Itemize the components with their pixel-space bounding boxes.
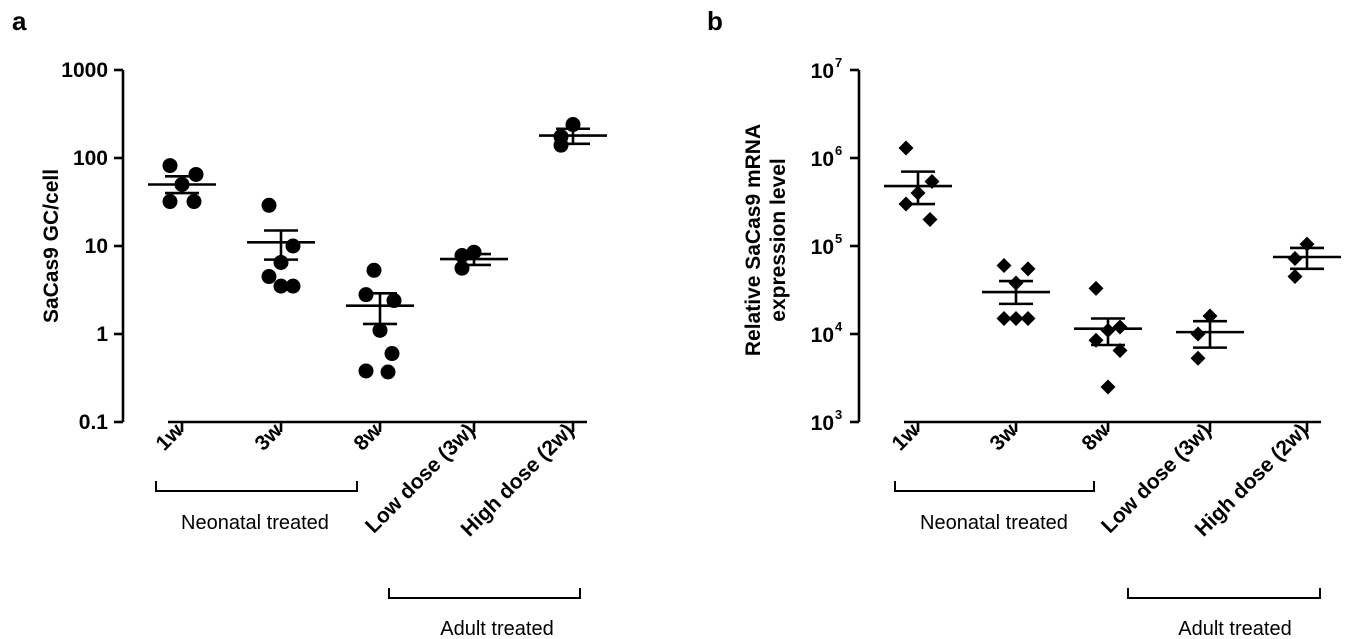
group-label: Neonatal treated [920, 512, 1068, 534]
data-point [186, 194, 202, 210]
series-low-dose-3w- [1176, 308, 1244, 366]
y-tick-label: 100 [73, 147, 108, 170]
group-label: Adult treated [1178, 618, 1291, 639]
y-tick-exponent: 6 [835, 143, 842, 158]
y-axis-label-line: expression level [767, 158, 790, 321]
data-point [1112, 319, 1128, 335]
y-tick-label: 10 [811, 412, 834, 435]
y-tick-exponent: 4 [835, 319, 843, 334]
y-tick-label: 10 [811, 60, 834, 83]
data-point [372, 322, 388, 338]
group-bracket [1127, 588, 1321, 599]
y-tick-label: 10 [85, 235, 108, 258]
data-point [261, 197, 277, 213]
data-point [553, 137, 569, 153]
y-axis-label: SaCas9 GC/cell [40, 169, 63, 323]
data-point [1020, 311, 1036, 327]
data-point [188, 166, 204, 182]
data-point [454, 260, 470, 276]
data-point [996, 311, 1012, 327]
y-tick-label: 1000 [61, 59, 108, 82]
y-tick-exponent: 7 [835, 55, 842, 70]
data-point [358, 287, 374, 303]
series-1w [884, 140, 952, 228]
data-point [285, 278, 301, 294]
y-tick-label: 10 [811, 324, 834, 347]
data-point [1287, 251, 1303, 267]
data-point [162, 158, 178, 174]
y-axis-label-line: Relative SaCas9 mRNA [742, 124, 765, 356]
series-3w [982, 258, 1050, 327]
series-8w [346, 262, 414, 380]
data-point [922, 212, 938, 228]
group-label: Neonatal treated [181, 512, 329, 534]
data-point [162, 194, 178, 210]
series-3w [247, 197, 315, 294]
data-point [273, 278, 289, 294]
data-point [1202, 308, 1218, 324]
series-8w [1074, 280, 1142, 395]
group-bracket [894, 481, 1095, 492]
data-point [1287, 269, 1303, 285]
data-point [380, 364, 396, 380]
data-point [898, 140, 914, 156]
panel-letter: a [12, 6, 27, 36]
data-point [386, 293, 402, 309]
y-tick-label: 10 [811, 148, 834, 171]
y-tick-exponent: 5 [835, 231, 842, 246]
series-low-dose-3w- [440, 244, 508, 276]
data-point [1008, 311, 1024, 327]
panel-letter: b [707, 6, 723, 36]
data-point [285, 238, 301, 254]
y-tick-label: 10 [811, 236, 834, 259]
data-point [996, 258, 1012, 274]
y-tick-label: 0.1 [79, 411, 109, 434]
data-point [1112, 342, 1128, 358]
series-high-dose-2w- [539, 117, 607, 153]
data-point [366, 262, 382, 278]
data-point [1088, 280, 1104, 296]
series-1w [148, 158, 216, 210]
series-high-dose-2w- [1273, 236, 1341, 285]
group-label: Adult treated [440, 618, 553, 639]
y-tick-exponent: 3 [835, 407, 842, 422]
data-point [1190, 326, 1206, 342]
data-point [1020, 261, 1036, 277]
data-point [466, 244, 482, 260]
data-point [358, 363, 374, 379]
group-bracket [155, 481, 358, 492]
data-point [384, 346, 400, 362]
y-tick-label: 1 [96, 323, 108, 346]
data-point [1100, 379, 1116, 395]
group-bracket [388, 588, 581, 599]
data-point [1190, 350, 1206, 366]
data-point [261, 269, 277, 285]
